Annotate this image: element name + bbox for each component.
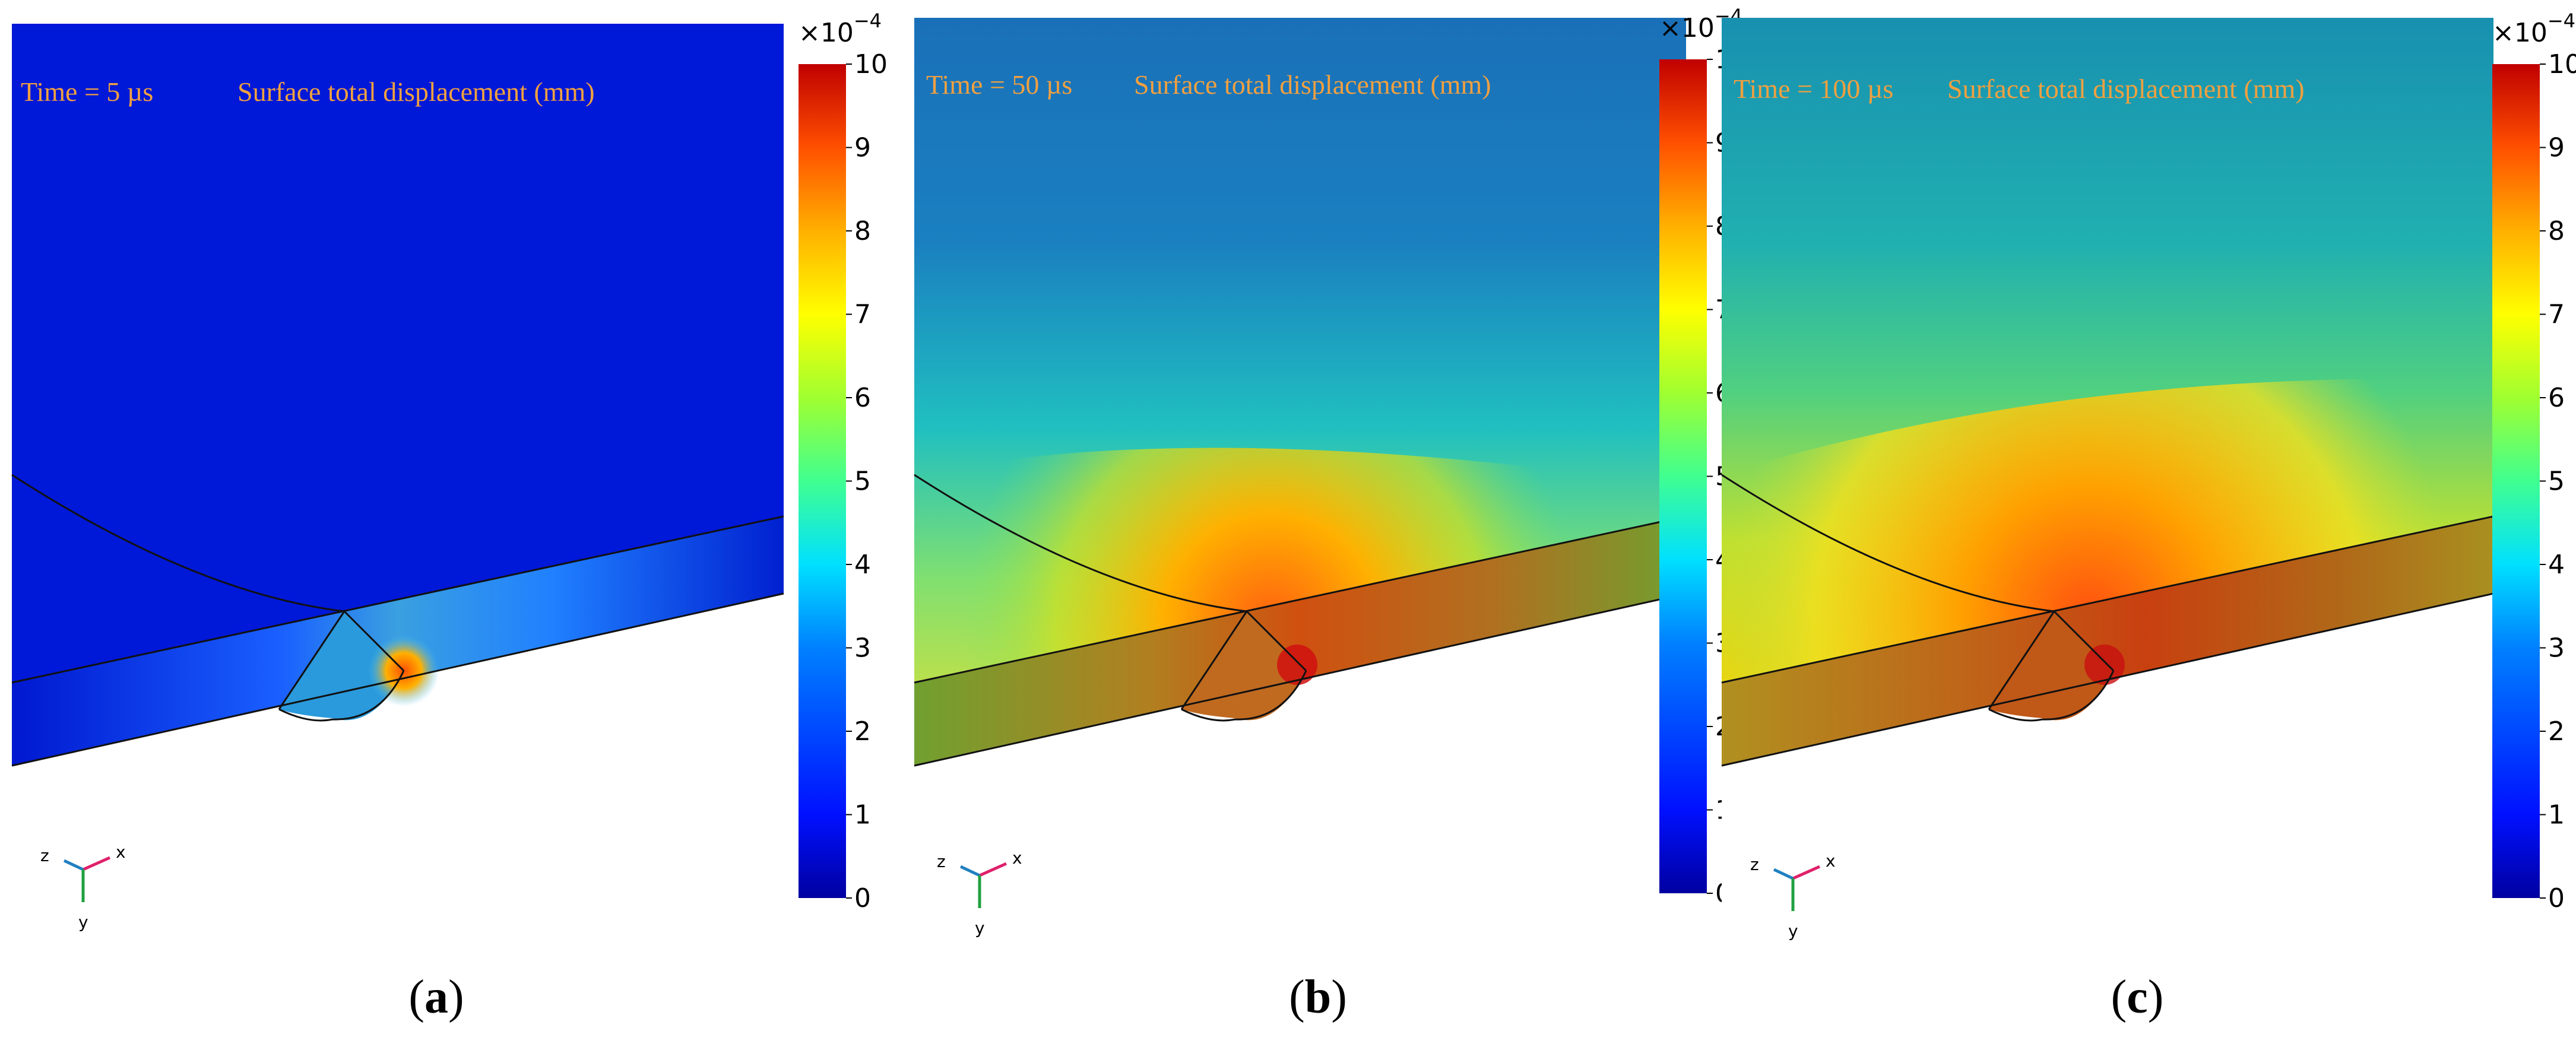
svg-text:z: z <box>1750 855 1759 874</box>
colorbar-tick-label: 5 <box>2548 467 2565 497</box>
quantity-label: Surface total displacement (mm) <box>237 77 595 107</box>
colorbar-exponent: ×10−4 <box>2492 9 2575 48</box>
plate <box>1722 516 2493 766</box>
colorbar-tick-label: 0 <box>854 883 871 913</box>
colorbar-tick-label: 2 <box>2548 716 2565 747</box>
panel-a: ×10−4 0 1 2 3 4 5 6 7 8 9 10 Time = 5 µs Surface t… <box>0 0 888 1047</box>
colorbar-tick-label: 7 <box>854 300 871 330</box>
colorbar-tick-label: 5 <box>854 467 871 497</box>
colorbar-tick-label: 10 <box>2548 49 2576 80</box>
svg-text:x: x <box>116 842 126 862</box>
colorbar-tick-label: 8 <box>854 216 871 246</box>
colorbar-ticks: 0 1 2 3 4 5 6 7 8 9 10 <box>846 49 888 913</box>
colorbar-gradient <box>2492 64 2540 898</box>
time-label: Time = 50 µs <box>926 69 1072 100</box>
svg-text:y: y <box>1788 921 1798 941</box>
colorbar-tick-label: 0 <box>2548 883 2565 913</box>
colorbar-tick-label: 2 <box>854 716 871 747</box>
axis-triad: x z y <box>40 842 126 932</box>
colorbar-tick-label: 8 <box>2548 216 2565 246</box>
colorbar-tick-label: 4 <box>854 550 871 580</box>
colorbar-tick-label: 7 <box>2548 300 2565 330</box>
colorbar-gradient <box>799 64 846 898</box>
svg-text:x: x <box>1012 848 1022 868</box>
quantity-label: Surface total displacement (mm) <box>1134 69 1491 100</box>
quantity-label: Surface total displacement (mm) <box>1947 74 2305 104</box>
colorbar-ticks: 0 1 2 3 4 5 6 7 8 9 10 <box>2540 49 2576 913</box>
colorbar-exponent: ×10−4 <box>799 9 882 48</box>
plate <box>914 516 1686 766</box>
hotspot <box>1277 645 1317 685</box>
colorbar-tick-label: 9 <box>2548 133 2565 163</box>
weld-bead <box>1989 611 2114 721</box>
colorbar-tick-label: 3 <box>854 633 871 664</box>
caption-c: (c) <box>2111 971 2164 1023</box>
colorbar: ×10−4 0 1 2 3 4 5 6 7 8 9 10 <box>799 9 888 913</box>
svg-text:z: z <box>937 852 946 871</box>
svg-text:y: y <box>78 912 88 932</box>
svg-text:y: y <box>975 918 985 938</box>
time-label: Time = 100 µs <box>1734 74 1893 104</box>
field-mask <box>1722 594 2493 973</box>
field-mask <box>12 594 784 973</box>
axis-triad: x z y <box>1750 851 1836 941</box>
simulation-view-c: ×10−4 0 1 2 3 4 5 6 7 8 9 10 Time = 100 µs Surface… <box>1721 9 2576 973</box>
colorbar-tick-label: 1 <box>2548 800 2565 830</box>
edge-lines <box>914 474 1687 767</box>
colorbar-tick-label: 1 <box>854 800 871 830</box>
colorbar-tick-label: 3 <box>2548 633 2565 664</box>
simulation-view-a: ×10−4 0 1 2 3 4 5 6 7 8 9 10 Time = 5 µs Surface t… <box>11 9 888 973</box>
colorbar-tick-label: 6 <box>854 383 871 413</box>
axis-triad: x z y <box>937 848 1022 938</box>
colorbar-tick-label: 4 <box>2548 550 2565 580</box>
colorbar-tick-label: 10 <box>854 49 888 80</box>
colorbar-gradient <box>1659 59 1707 893</box>
caption-a: (a) <box>408 971 464 1023</box>
svg-text:z: z <box>40 846 49 865</box>
weld-bead <box>279 611 404 721</box>
time-label: Time = 5 µs <box>21 77 153 107</box>
edge-lines <box>1721 474 2494 767</box>
colorbar: ×10−4 0 1 2 3 4 5 6 7 8 9 10 <box>2492 9 2576 913</box>
field-mask <box>914 594 1686 973</box>
colorbar-tick-label: 6 <box>2548 383 2565 413</box>
hotspot <box>2084 645 2125 685</box>
edge-lines <box>11 474 784 767</box>
panel-c: ×10−4 0 1 2 3 4 5 6 7 8 9 10 Time = 100 µs Surface… <box>1710 0 2576 1047</box>
weld-bead <box>1181 611 1306 721</box>
svg-text:x: x <box>1826 851 1836 871</box>
caption-b: (b) <box>1289 971 1347 1023</box>
colorbar-tick-label: 9 <box>854 133 871 163</box>
